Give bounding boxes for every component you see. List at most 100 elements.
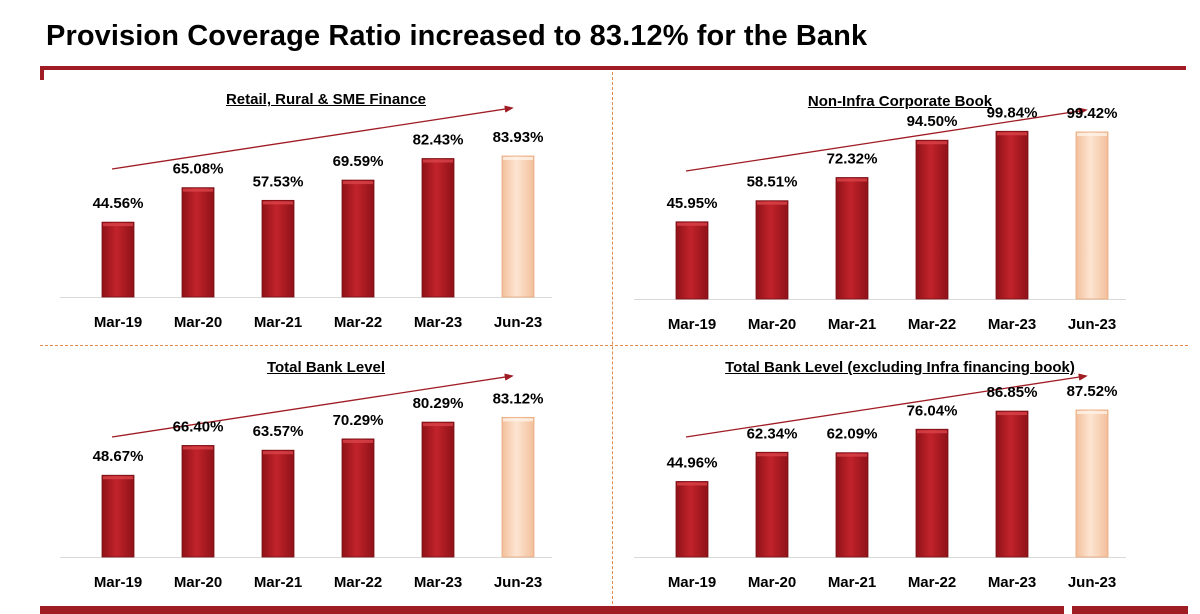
bar-bevel	[837, 453, 867, 457]
chart-svg: 44.56% Mar-19 65.08% Mar-20 57.53% Mar-21 69.5…	[60, 105, 552, 331]
bar-bevel	[837, 178, 867, 182]
x-tick-label: Jun-23	[1068, 574, 1116, 591]
chart-title: Total Bank Level	[266, 359, 386, 376]
trend-arrow	[685, 373, 1088, 438]
data-label: 62.09%	[827, 426, 878, 443]
x-tick-label: Mar-22	[908, 574, 956, 591]
data-label: 58.51%	[747, 174, 798, 191]
chart-title: Total Bank Level (excluding Infra financ…	[725, 359, 1075, 376]
bar	[915, 139, 949, 300]
bar	[1075, 409, 1109, 558]
bar-bevel	[757, 201, 787, 205]
data-label: 80.29%	[413, 395, 464, 412]
data-label: 66.40%	[173, 418, 224, 435]
data-label: 70.29%	[333, 412, 384, 429]
bar	[421, 158, 455, 298]
x-tick-label: Mar-23	[988, 574, 1036, 591]
bar	[501, 416, 535, 558]
x-tick-label: Mar-21	[828, 574, 876, 591]
bar	[1075, 131, 1109, 300]
x-tick-label: Jun-23	[494, 574, 542, 591]
data-label: 62.34%	[747, 425, 798, 442]
trend-arrow	[111, 105, 514, 170]
bar-bevel	[677, 222, 707, 226]
bar-bevel	[997, 132, 1027, 136]
bar	[995, 410, 1029, 558]
x-tick-label: Mar-20	[748, 316, 796, 333]
data-label: 94.50%	[907, 113, 958, 130]
data-label: 57.53%	[253, 173, 304, 190]
bar-bevel	[103, 223, 133, 227]
x-tick-label: Mar-20	[174, 574, 222, 591]
bar	[835, 177, 869, 300]
bar-bevel	[343, 439, 373, 443]
bar	[421, 421, 455, 558]
data-label: 82.43%	[413, 132, 464, 149]
bar-bevel	[103, 476, 133, 480]
bar	[181, 445, 215, 558]
data-label: 44.56%	[93, 195, 144, 212]
data-label: 44.96%	[667, 454, 718, 471]
x-tick-label: Mar-23	[414, 574, 462, 591]
bar	[181, 187, 215, 298]
data-label: 48.67%	[93, 448, 144, 465]
data-label: 45.95%	[667, 195, 718, 212]
x-tick-label: Jun-23	[494, 314, 542, 331]
x-tick-label: Mar-19	[668, 574, 716, 591]
bar	[675, 481, 709, 558]
bar-bevel	[503, 156, 533, 160]
data-label: 72.32%	[827, 151, 878, 168]
chart-title: Non-Infra Corporate Book	[807, 93, 993, 110]
title-underline	[40, 66, 1186, 70]
data-label: 65.08%	[173, 161, 224, 178]
trend-arrow	[685, 107, 1088, 172]
bar-bevel	[343, 181, 373, 185]
x-tick-label: Mar-23	[414, 314, 462, 331]
bar-bevel	[183, 446, 213, 450]
bar-bevel	[423, 159, 453, 163]
bar-bevel	[1077, 132, 1107, 136]
bar	[995, 130, 1029, 300]
bar	[915, 428, 949, 558]
bar-bevel	[997, 412, 1027, 416]
data-label: 76.04%	[907, 402, 958, 419]
data-label: 83.93%	[493, 129, 544, 146]
chart-svg: 44.96% Mar-19 62.34% Mar-20 62.09% Mar-21 76.0…	[634, 373, 1126, 591]
x-tick-label: Mar-23	[988, 316, 1036, 333]
horizontal-divider	[40, 345, 1188, 346]
x-tick-label: Mar-20	[748, 574, 796, 591]
vertical-divider	[612, 72, 613, 604]
bar-bevel	[183, 188, 213, 192]
x-tick-label: Mar-22	[334, 574, 382, 591]
bar	[101, 221, 135, 298]
chart-svg: 48.67% Mar-19 66.40% Mar-20 63.57% Mar-21 70.2…	[60, 373, 552, 591]
data-label: 87.52%	[1067, 383, 1118, 400]
data-label: 99.84%	[987, 104, 1038, 121]
chart-svg: 45.95% Mar-19 58.51% Mar-20 72.32% Mar-21 94.5…	[634, 104, 1126, 333]
page-title: Provision Coverage Ratio increased to 83…	[46, 20, 868, 52]
x-tick-label: Mar-19	[94, 574, 142, 591]
data-label: 83.12%	[493, 390, 544, 407]
bar	[341, 179, 375, 298]
bar-bevel	[263, 451, 293, 455]
x-tick-label: Jun-23	[1068, 316, 1116, 333]
bar-bevel	[677, 482, 707, 486]
bar	[101, 474, 135, 558]
bar-bevel	[423, 423, 453, 427]
bar	[341, 438, 375, 558]
x-tick-label: Mar-22	[334, 314, 382, 331]
chart-panel-non-infra-corporate: Non-Infra Corporate Book 45.95% Mar-19 58.…	[614, 80, 1186, 348]
chart-panel-retail: Retail, Rural & SME Finance 44.56% Mar-19…	[40, 78, 612, 346]
data-label: 63.57%	[253, 423, 304, 440]
data-label: 69.59%	[333, 153, 384, 170]
data-label: 99.42%	[1067, 105, 1118, 122]
title-underline-cap	[40, 70, 44, 80]
bar-bevel	[917, 141, 947, 145]
bar-bevel	[1077, 410, 1107, 414]
bar	[835, 452, 869, 558]
bar-bevel	[263, 201, 293, 205]
x-tick-label: Mar-19	[94, 314, 142, 331]
trend-arrow	[111, 373, 514, 438]
bar	[261, 199, 295, 298]
x-tick-label: Mar-22	[908, 316, 956, 333]
